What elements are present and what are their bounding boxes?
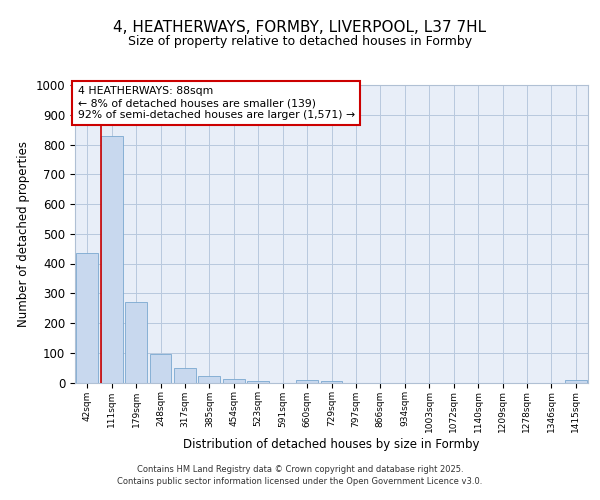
Bar: [174, 368, 196, 382]
Bar: [76, 253, 98, 382]
Bar: [565, 380, 587, 382]
Bar: [149, 354, 172, 382]
Text: Contains HM Land Registry data © Crown copyright and database right 2025.: Contains HM Land Registry data © Crown c…: [137, 465, 463, 474]
Text: Size of property relative to detached houses in Formby: Size of property relative to detached ho…: [128, 35, 472, 48]
Bar: [199, 376, 220, 382]
Text: Contains public sector information licensed under the Open Government Licence v3: Contains public sector information licen…: [118, 477, 482, 486]
Bar: [223, 379, 245, 382]
Bar: [125, 302, 147, 382]
X-axis label: Distribution of detached houses by size in Formby: Distribution of detached houses by size …: [183, 438, 480, 451]
Bar: [101, 136, 122, 382]
Bar: [320, 381, 343, 382]
Y-axis label: Number of detached properties: Number of detached properties: [17, 141, 30, 327]
Bar: [296, 380, 318, 382]
Bar: [247, 381, 269, 382]
Text: 4, HEATHERWAYS, FORMBY, LIVERPOOL, L37 7HL: 4, HEATHERWAYS, FORMBY, LIVERPOOL, L37 7…: [113, 20, 487, 35]
Text: 4 HEATHERWAYS: 88sqm
← 8% of detached houses are smaller (139)
92% of semi-detac: 4 HEATHERWAYS: 88sqm ← 8% of detached ho…: [77, 86, 355, 120]
